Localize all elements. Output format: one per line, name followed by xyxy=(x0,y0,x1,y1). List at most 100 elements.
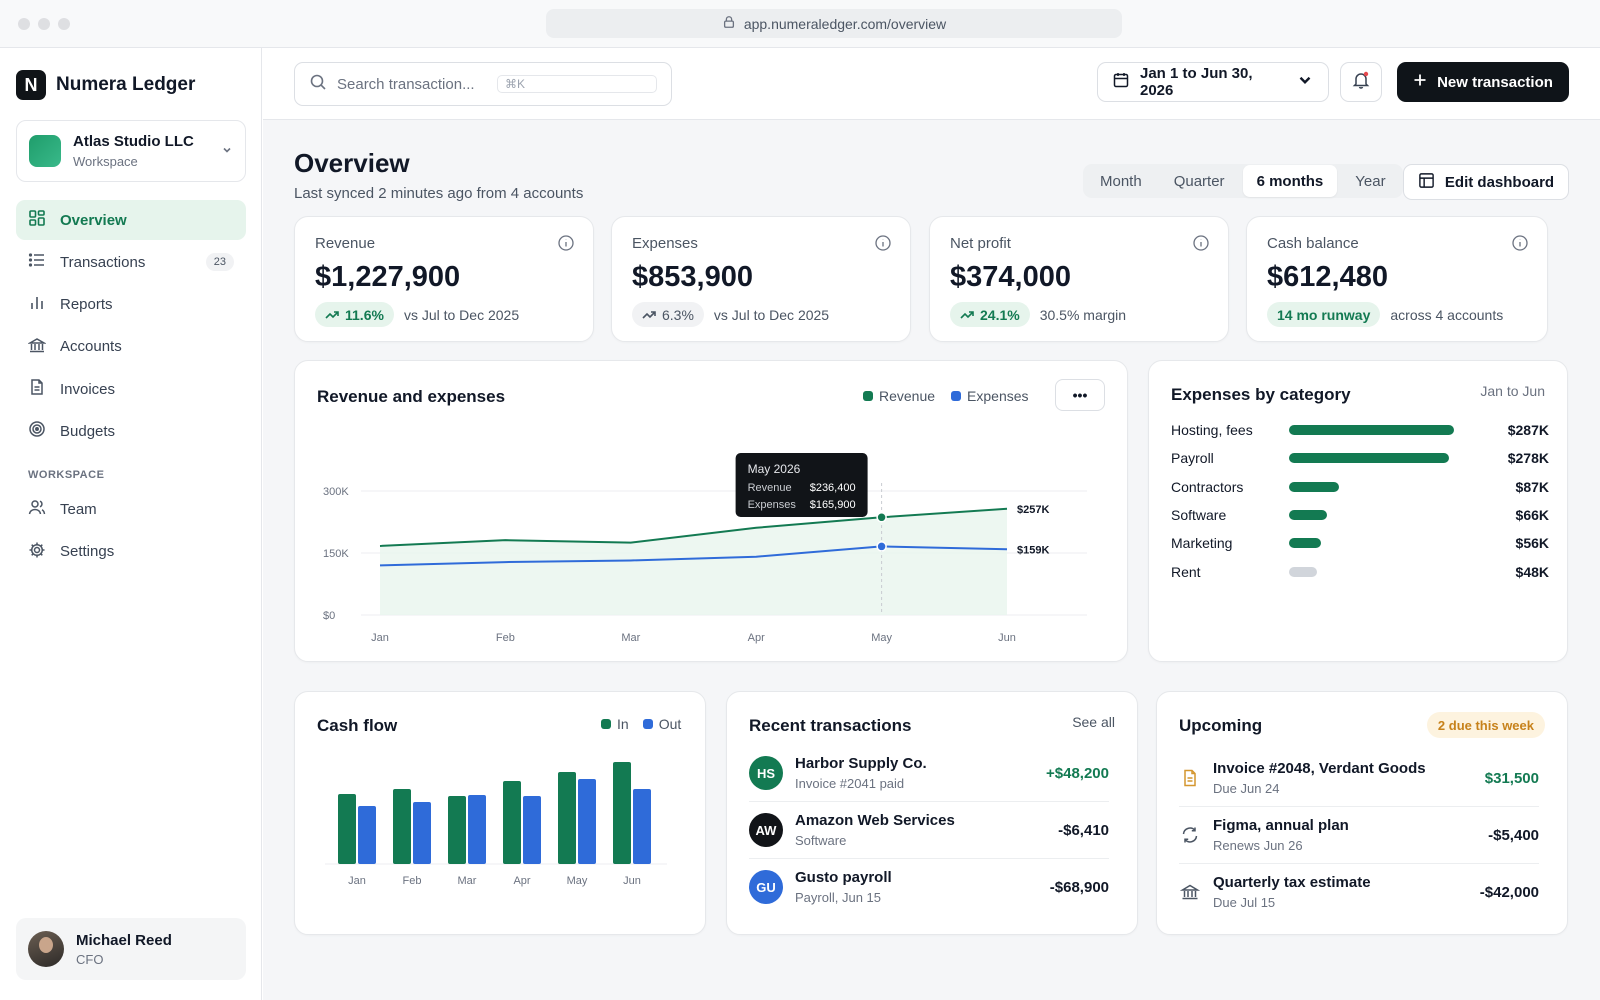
date-range-picker[interactable]: Jan 1 to Jun 30, 2026 xyxy=(1097,62,1329,102)
category-row[interactable]: Hosting, fees $287K xyxy=(1171,419,1549,441)
close-dot[interactable] xyxy=(18,18,30,30)
expenses-line xyxy=(379,545,1008,567)
period-year[interactable]: Year xyxy=(1355,172,1386,190)
sidebar-item-budgets[interactable]: Budgets xyxy=(16,411,246,451)
more-options-button[interactable]: ••• xyxy=(1055,379,1105,411)
y-tick-label: 300K xyxy=(323,486,349,498)
period-6-months[interactable]: 6 months xyxy=(1242,165,1338,197)
transaction-detail: Software xyxy=(795,833,847,848)
sidebar-item-reports[interactable]: Reports xyxy=(16,285,246,325)
date-range-label: Jan 1 to Jun 30, 2026 xyxy=(1140,65,1253,99)
sidebar: N Numera Ledger Atlas Studio LLC Workspa… xyxy=(0,48,262,1000)
category-row[interactable]: Contractors $87K xyxy=(1171,476,1549,498)
search-input[interactable] xyxy=(337,75,487,93)
sidebar-nav: Overview Transactions 23 Reports Account… xyxy=(16,200,246,574)
revenue-end-label: $257K xyxy=(1017,504,1049,516)
revenue-line xyxy=(379,507,1008,547)
category-track xyxy=(1289,481,1475,492)
category-value: $48K xyxy=(1515,563,1549,580)
search-icon xyxy=(309,73,327,96)
info-icon[interactable] xyxy=(1192,234,1210,252)
period-month[interactable]: Month xyxy=(1100,172,1142,190)
minimize-dot[interactable] xyxy=(38,18,50,30)
tooltip-month: May 2026 xyxy=(748,462,801,476)
kpi-note: across 4 accounts xyxy=(1390,306,1504,323)
transaction-name: Amazon Web Services xyxy=(795,812,955,829)
category-row[interactable]: Rent $48K xyxy=(1171,561,1549,583)
notifications-button[interactable] xyxy=(1340,62,1382,102)
user-profile[interactable]: Michael Reed CFO xyxy=(16,918,246,980)
search-box[interactable]: ⌘K xyxy=(294,62,672,106)
kpi-note: 30.5% margin xyxy=(1039,306,1127,323)
category-track xyxy=(1289,425,1475,435)
address-bar[interactable]: app.numeraledger.com/overview xyxy=(546,9,1122,38)
bar-in xyxy=(393,789,411,864)
url-text: app.numeraledger.com/overview xyxy=(743,15,947,32)
category-row[interactable]: Payroll $278K xyxy=(1171,447,1549,469)
transaction-row[interactable]: HS Harbor Supply Co. Invoice #2041 paid +… xyxy=(749,745,1109,801)
trend-pill: 11.6% xyxy=(315,302,394,327)
bar-chart: Jan Feb Mar Apr May Jun xyxy=(325,762,667,887)
sidebar-item-overview[interactable]: Overview xyxy=(16,200,246,240)
sidebar-item-settings[interactable]: Settings xyxy=(16,532,246,572)
upcoming-amount: -$5,400 xyxy=(1488,826,1539,844)
transaction-row[interactable]: AW Amazon Web Services Software -$6,410 xyxy=(749,802,1109,858)
bank-icon xyxy=(27,336,47,358)
upcoming-row[interactable]: Invoice #2048, Verdant Goods Due Jun 24 $… xyxy=(1179,750,1539,806)
info-icon[interactable] xyxy=(1511,234,1529,252)
brand-logo: N xyxy=(16,70,46,100)
more-icon: ••• xyxy=(1072,387,1088,403)
workspace-switcher[interactable]: Atlas Studio LLC Workspace xyxy=(16,120,246,182)
upcoming-row[interactable]: Quarterly tax estimate Due Jul 15 -$42,00… xyxy=(1179,864,1539,920)
kpi-value: $1,227,900 xyxy=(315,261,461,293)
edit-dashboard-button[interactable]: Edit dashboard xyxy=(1403,164,1569,200)
legend-in[interactable]: In xyxy=(601,716,629,732)
bank-icon xyxy=(1179,881,1201,903)
grid-icon xyxy=(28,209,46,231)
info-icon[interactable] xyxy=(874,234,892,252)
category-row[interactable]: Software $66K xyxy=(1171,504,1549,526)
sidebar-item-accounts[interactable]: Accounts xyxy=(16,327,246,367)
divider xyxy=(749,858,1109,859)
chevron-down-icon xyxy=(1296,71,1314,93)
divider xyxy=(1179,863,1539,864)
see-all-link[interactable]: See all xyxy=(1072,714,1115,730)
revenue-expenses-card: Revenue and expenses Revenue Expenses ••… xyxy=(294,360,1128,662)
upcoming-date: Renews Jun 26 xyxy=(1213,838,1303,853)
legend-expenses[interactable]: Expenses xyxy=(951,388,1029,404)
sidebar-item-label: Settings xyxy=(60,543,115,561)
list-icon xyxy=(28,251,46,273)
chart-legend: Revenue Expenses xyxy=(863,388,1029,404)
category-row[interactable]: Marketing $56K xyxy=(1171,532,1549,554)
bell-icon xyxy=(1351,70,1371,95)
trend-up-icon xyxy=(325,310,339,319)
x-tick-label: Mar xyxy=(621,632,640,644)
legend-out[interactable]: Out xyxy=(642,716,681,732)
bar-out xyxy=(578,779,596,864)
new-transaction-button[interactable]: New transaction xyxy=(1397,62,1569,102)
sidebar-item-invoices[interactable]: Invoices xyxy=(16,369,246,409)
line-chart: $0 150K 300K Jan Feb Mar Apr May Jun $257K $159K Ma… xyxy=(323,453,1087,644)
period-quarter[interactable]: Quarter xyxy=(1173,172,1225,190)
info-icon[interactable] xyxy=(557,234,575,252)
kpi-label: Expenses xyxy=(632,235,698,252)
upcoming-name: Invoice #2048, Verdant Goods xyxy=(1213,760,1426,777)
legend-revenue[interactable]: Revenue xyxy=(863,388,935,404)
x-tick-label: May xyxy=(567,875,588,887)
category-name: Hosting, fees xyxy=(1171,422,1253,438)
upcoming-row[interactable]: Figma, annual plan Renews Jun 26 -$5,400 xyxy=(1179,807,1539,863)
top-header: ⌘K Jan 1 to Jun 30, 2026 New transaction xyxy=(263,48,1600,120)
category-range: Jan to Jun xyxy=(1480,383,1545,399)
expenses-by-category-card: Expenses by category Jan to Jun Hosting,… xyxy=(1148,360,1568,662)
transaction-row[interactable]: GU Gusto payroll Payroll, Jun 15 -$68,900 xyxy=(749,859,1109,915)
brand[interactable]: N Numera Ledger xyxy=(16,70,195,100)
upcoming-date: Due Jul 15 xyxy=(1213,895,1276,910)
kpi-card-expenses: Expenses $853,900 6.3% vs Jul to Dec 202… xyxy=(611,216,911,342)
maximize-dot[interactable] xyxy=(58,18,70,30)
category-bar xyxy=(1289,566,1317,577)
sidebar-item-team[interactable]: Team xyxy=(16,489,246,529)
card-title: Revenue and expenses xyxy=(317,387,506,406)
workspace-subtitle: Workspace xyxy=(73,154,138,169)
period-selector: Month Quarter 6 months Year xyxy=(1083,164,1403,198)
sidebar-item-transactions[interactable]: Transactions 23 xyxy=(16,242,246,282)
